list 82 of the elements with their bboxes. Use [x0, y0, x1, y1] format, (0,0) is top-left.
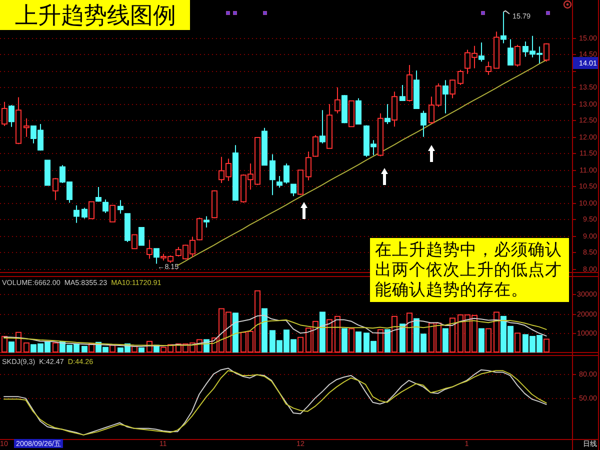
candlestick: [334, 86, 340, 114]
bar: [326, 319, 332, 352]
bar: [298, 336, 304, 352]
candlestick: [290, 184, 296, 197]
candlestick: [508, 38, 514, 66]
bar: [82, 346, 88, 352]
bar: [392, 316, 398, 352]
bar: [342, 328, 348, 352]
candlestick: [514, 44, 520, 68]
candlestick: [196, 217, 202, 241]
bar: [406, 312, 412, 352]
bar: [262, 308, 268, 352]
candlestick: [262, 127, 268, 166]
candlestick: [52, 178, 58, 201]
bar: [110, 344, 116, 352]
bar: [320, 312, 326, 352]
candlestick: [450, 78, 456, 99]
candlestick: [442, 80, 448, 114]
candlestick: [298, 170, 304, 196]
bar: [232, 312, 238, 352]
candlestick: [88, 201, 94, 220]
bar: [442, 328, 448, 352]
candlestick: [146, 239, 152, 260]
candlestick: [110, 204, 116, 222]
candlestick: [494, 31, 500, 69]
annotation: 在上升趋势中，必须确认出两个依次上升的低点才能确认趋势的存在。: [375, 240, 562, 299]
candlestick: [500, 11, 506, 44]
candlestick: [320, 110, 326, 144]
candlestick: [132, 234, 138, 250]
line-series: [4, 314, 547, 347]
bar: [24, 342, 30, 352]
candlestick: [378, 112, 384, 157]
candlestick: [118, 200, 124, 214]
bar: [52, 342, 58, 352]
candlestick: [154, 248, 160, 264]
candlestick: [478, 42, 484, 62]
candlestick: [102, 198, 108, 214]
candlestick: [16, 96, 22, 145]
candlestick: [204, 216, 210, 228]
candlestick: [400, 84, 406, 102]
candlestick: [44, 160, 50, 186]
candlestick: [8, 104, 14, 128]
candlestick: [138, 226, 144, 246]
bar: [138, 347, 144, 352]
candlestick: [544, 42, 550, 62]
bar: [348, 328, 354, 352]
candlestick: [486, 61, 492, 76]
candlestick: [212, 190, 218, 219]
candlestick: [124, 213, 130, 242]
chart-title: 上升趋势线图例: [15, 3, 176, 29]
candlestick: [24, 118, 30, 138]
bar: [8, 342, 14, 352]
candlestick: [270, 154, 276, 196]
candlestick: [356, 98, 362, 124]
candlestick: [232, 144, 238, 202]
candlestick: [414, 70, 420, 109]
candlestick: [420, 110, 426, 138]
candlestick: [392, 91, 398, 128]
candlestick: [458, 69, 464, 86]
bar: [494, 312, 500, 352]
candlestick: [96, 186, 102, 202]
candlestick: [306, 151, 312, 181]
bar: [486, 328, 492, 352]
bar: [334, 316, 340, 352]
bar: [478, 328, 484, 352]
candlestick: [348, 100, 354, 128]
bar: [384, 329, 390, 352]
candlestick: [384, 104, 390, 124]
candlestick: [406, 64, 412, 102]
candlestick: [82, 207, 88, 220]
bar: [514, 332, 520, 352]
line-series: [4, 319, 547, 346]
candlestick: [342, 94, 348, 124]
bar: [450, 318, 456, 352]
bar: [544, 338, 550, 352]
bar: [400, 324, 406, 352]
candlestick: [312, 134, 318, 158]
bar: [16, 332, 22, 352]
bar: [356, 332, 362, 352]
candlestick: [74, 204, 80, 224]
candlestick: [326, 104, 332, 150]
bar: [378, 329, 384, 352]
